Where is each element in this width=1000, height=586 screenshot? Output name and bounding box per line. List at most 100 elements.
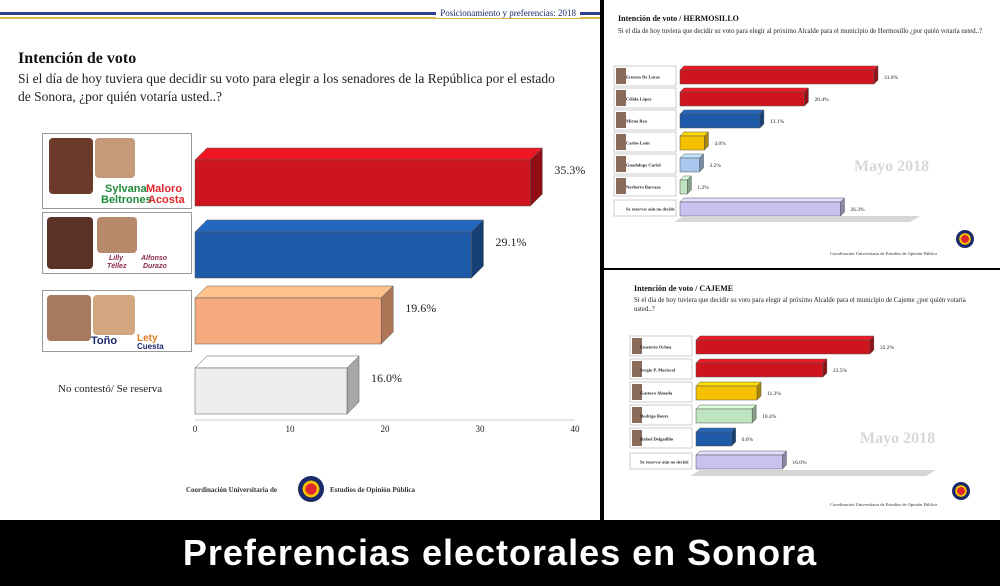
candidate-card <box>629 452 693 470</box>
candidate-name: Lilly <box>109 255 124 262</box>
data-label: 11.3% <box>767 391 781 397</box>
data-label: 23.5% <box>833 368 848 374</box>
bar <box>194 355 360 415</box>
bar <box>194 219 485 279</box>
category-label: Se reserva/ aún no decide <box>640 460 689 465</box>
candidate-photo-icon <box>616 112 626 128</box>
candidate-name: Beltrones <box>101 194 152 206</box>
candidate-name: Alfonso <box>141 255 168 262</box>
footer-left: Coordinación Universitaria de <box>186 486 277 494</box>
bar <box>695 427 737 447</box>
candidate-photo-icon <box>49 138 93 194</box>
category-label: Célida López <box>626 97 651 102</box>
bar <box>194 147 543 207</box>
candidate-card <box>613 199 677 217</box>
header-text: Posicionamiento y preferencias: 2018 <box>436 8 580 18</box>
category-label: Mirna Rea <box>626 119 648 124</box>
candidate-card <box>613 109 677 131</box>
candidate-photo-icon <box>632 384 642 400</box>
bar <box>695 404 757 424</box>
hermosillo-footer: Coordinación Universitaria de Estudios d… <box>830 251 937 256</box>
bar <box>679 65 879 85</box>
data-label: 29.1% <box>495 235 526 249</box>
category-label: Norberto Barraza <box>626 185 661 190</box>
candidate-photo-icon <box>632 407 642 423</box>
candidate-name: Sylvana <box>105 183 147 195</box>
hermosillo-chart-panel: Intención de voto / HERMOSILLO Si el día… <box>604 0 1000 268</box>
bar <box>679 131 710 151</box>
candidate-card-1: Sylvana Maloro Beltrones Acosta <box>42 133 192 209</box>
candidate-photo-icon <box>97 217 137 253</box>
candidate-photo-icon <box>47 217 93 269</box>
university-logo-icon <box>298 476 324 502</box>
candidate-photo-icon <box>616 178 626 194</box>
data-label: 16.0% <box>792 460 807 466</box>
data-label: 19.6% <box>405 301 436 315</box>
candidate-photo-icon <box>616 134 626 150</box>
hermosillo-watermark: Mayo 2018 <box>854 158 930 175</box>
cajeme-bar-chart: Emeterio Ochoa 32.2% Sergio P. Mariscal 23.… <box>629 335 936 476</box>
bar <box>679 175 692 195</box>
bar <box>194 285 394 345</box>
category-label: Ernesto De Lucas <box>626 75 660 80</box>
candidate-card <box>629 358 693 380</box>
main-question: Si el día de hoy tuviera que decidir su … <box>18 71 555 104</box>
university-logo-icon <box>956 230 974 248</box>
header-rule <box>0 12 600 15</box>
candidate-name: Téllez <box>107 263 127 270</box>
category-label: Guadalupe Curiel <box>626 163 661 168</box>
candidate-photo-icon <box>93 295 135 335</box>
candidate-card <box>613 87 677 109</box>
bar <box>679 197 846 217</box>
data-label: 13.1% <box>770 119 785 125</box>
no-answer-label: No contestó/ Se reserva <box>58 383 163 395</box>
candidate-card <box>629 427 693 449</box>
bar <box>695 450 788 470</box>
bar <box>695 358 828 378</box>
candidate-name: Durazo <box>143 263 167 270</box>
cajeme-watermark: Mayo 2018 <box>860 430 936 447</box>
candidate-name: Toño <box>91 335 118 347</box>
data-label: 4.0% <box>714 141 726 147</box>
bar <box>695 381 762 401</box>
data-label: 31.8% <box>884 75 899 81</box>
candidate-card <box>613 175 677 197</box>
cajeme-question: Si el día de hoy tuviera que decidir su … <box>634 297 966 313</box>
candidate-photo-icon <box>616 90 626 106</box>
cajeme-title: Intención de voto / CAJEME <box>634 284 734 293</box>
category-label: Rodrigo Bours <box>640 414 669 419</box>
x-tick-label: 30 <box>476 424 486 434</box>
chart-floor <box>674 216 920 222</box>
category-label: Sergio P. Mariscal <box>640 368 676 373</box>
cajeme-footer: Coordinación Universitaria de Estudios d… <box>830 502 937 507</box>
chart-floor <box>690 470 936 476</box>
data-label: 26.3% <box>850 207 865 213</box>
candidate-card <box>613 153 677 175</box>
candidate-photo-icon <box>632 430 642 446</box>
candidate-photo-icon <box>616 68 626 84</box>
data-label: 20.4% <box>814 97 829 103</box>
data-label: 35.3% <box>554 163 585 177</box>
senate-bar-chart: 0 10 20 30 40 35.3% 29.1% 19.6% 16.0% <box>193 147 585 434</box>
candidate-name: Acosta <box>148 194 185 206</box>
bar <box>679 109 765 129</box>
university-logo-icon <box>952 482 970 500</box>
data-label: 32.2% <box>880 345 895 351</box>
candidate-photo-icon <box>95 138 135 178</box>
category-label: Emeterio Ochoa <box>640 345 672 350</box>
bar <box>695 335 875 355</box>
data-label: 16.0% <box>371 371 402 385</box>
bar <box>679 153 705 173</box>
candidate-card-3: Toño Lety Cuesta <box>42 290 192 352</box>
senate-chart-panel: Posicionamiento y preferencias: 2018 Int… <box>0 0 600 520</box>
candidate-card <box>629 381 693 403</box>
caption-text: Preferencias electorales en Sonora <box>182 532 818 573</box>
x-tick-label: 20 <box>381 424 391 434</box>
candidate-name: Cuesta <box>137 342 164 351</box>
x-tick-label: 0 <box>193 424 198 434</box>
candidate-card <box>629 404 693 426</box>
hermosillo-title: Intención de voto / HERMOSILLO <box>618 14 739 23</box>
cajeme-chart-panel: Intención de voto / CAJEME Si el día de … <box>604 270 1000 520</box>
caption-bar: Preferencias electorales en Sonora <box>0 520 1000 586</box>
candidate-photo-icon <box>47 295 91 341</box>
